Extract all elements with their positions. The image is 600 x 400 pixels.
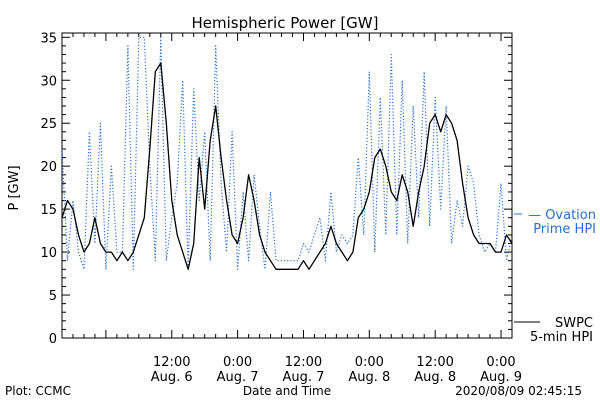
- legend-ovation-label-line1: — Ovation: [528, 208, 596, 223]
- y-tick-label: 25: [40, 117, 57, 132]
- series-ovation-prime-line: [61, 36, 513, 270]
- y-tick-label: 30: [40, 74, 57, 89]
- x-tick-date-label: Aug. 7: [283, 370, 325, 385]
- series-layer: [61, 36, 513, 270]
- x-tick-date-label: Aug. 9: [480, 370, 522, 385]
- plot-credit: Plot: CCMC: [5, 384, 71, 398]
- y-tick-label: 35: [40, 31, 57, 46]
- plot-area-frame: [61, 32, 513, 339]
- y-axis-label: P [GW]: [7, 165, 22, 210]
- x-tick-time-label: 0:00: [223, 355, 252, 370]
- x-tick-time-label: 0:00: [486, 355, 515, 370]
- x-tick-time-label: 12:00: [416, 355, 453, 370]
- plot-timestamp: 2020/08/09 02:45:15: [455, 384, 582, 398]
- y-tick-label: 5: [49, 289, 57, 304]
- x-tick-date-label: Aug. 6: [151, 370, 193, 385]
- y-tick-label: 20: [40, 160, 57, 175]
- x-tick-date-label: Aug. 7: [217, 370, 259, 385]
- legend-swpc-label-line2: 5-min HPI: [530, 330, 593, 345]
- x-tick-time-label: 0:00: [355, 355, 384, 370]
- x-axis-label: Date and Time: [243, 384, 331, 398]
- chart-title: Hemispheric Power [GW]: [192, 14, 379, 32]
- x-tick-time-label: 12:00: [153, 355, 190, 370]
- series-swpc-line: [61, 62, 513, 270]
- y-tick-label: 0: [49, 332, 57, 347]
- legend-ovation-label-line2: Prime HPI: [533, 222, 596, 237]
- x-tick-time-label: 12:00: [285, 355, 322, 370]
- y-tick-label: 15: [40, 203, 57, 218]
- x-tick-date-label: Aug. 8: [348, 370, 390, 385]
- x-tick-date-label: Aug. 8: [414, 370, 456, 385]
- legend-swpc-label-line1: SWPC: [555, 316, 593, 331]
- y-tick-label: 10: [40, 246, 57, 261]
- y-axis-ticks: 0 5 10 15 20 25 30 35: [40, 31, 512, 347]
